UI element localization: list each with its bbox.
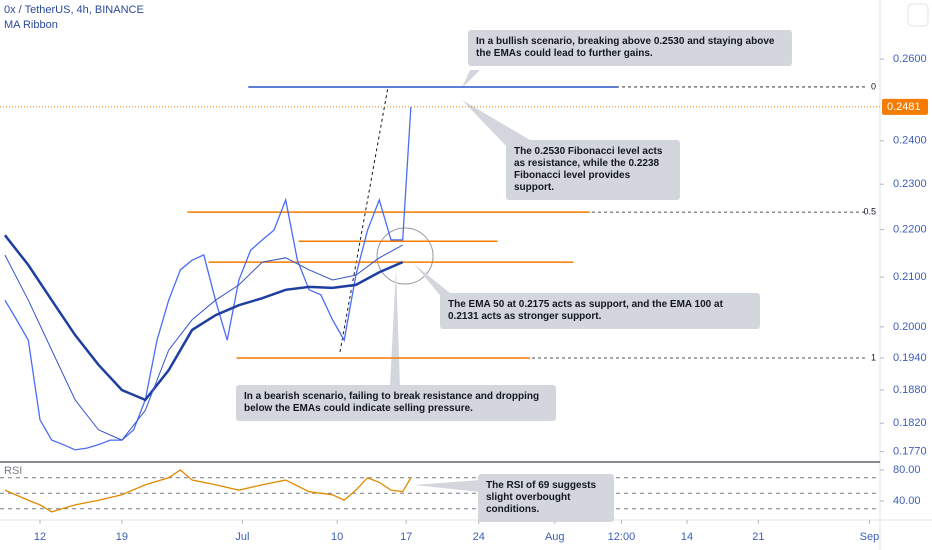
y-tick-label: 0.1770 (893, 445, 927, 457)
x-tick-label: 12:00 (608, 531, 636, 543)
x-tick-label: Jul (235, 531, 249, 543)
annotation: The 0.2530 Fibonacci level acts as resis… (506, 140, 680, 200)
y-tick-label: 80.00 (893, 464, 921, 476)
annotation: In a bullish scenario, breaking above 0.… (468, 30, 792, 66)
y-tick-label: 0.2000 (893, 321, 927, 333)
x-tick-label: 14 (681, 531, 693, 543)
x-tick-label: 10 (331, 531, 343, 543)
annotation: The RSI of 69 suggests slight overbought… (478, 474, 614, 522)
y-tick-label: 0.1940 (893, 352, 927, 364)
indicator-label: MA Ribbon (4, 19, 58, 31)
x-tick-label: 12 (34, 531, 46, 543)
highlight-circle (376, 227, 434, 285)
series-line (4, 244, 403, 441)
callout-tail (414, 480, 480, 492)
y-tick-label: 0.1820 (893, 417, 927, 429)
x-tick-label: 24 (473, 531, 485, 543)
fib-label: 0 (871, 81, 876, 91)
y-tick-label: 0.2600 (893, 53, 927, 65)
trend-line (339, 86, 389, 353)
fib-label: 1 (871, 352, 876, 362)
x-tick-label: 17 (400, 531, 412, 543)
y-tick-label: 0.1880 (893, 384, 927, 396)
callout-tail (390, 268, 400, 386)
x-tick-label: Aug (545, 531, 565, 543)
series-line (3, 234, 404, 402)
last-price-label: 0.2481 (887, 101, 921, 113)
y-tick-label: 0.2100 (893, 271, 927, 283)
y-tick-label: 40.00 (893, 495, 921, 507)
annotation: The EMA 50 at 0.2175 acts as support, an… (440, 293, 760, 329)
y-tick-label: 0.2300 (893, 178, 927, 190)
chart-title: 0x / TetherUS, 4h, BINANCE (4, 4, 144, 16)
annotation: In a bearish scenario, failing to break … (236, 385, 556, 421)
fib-label: 0.5 (863, 206, 876, 216)
x-tick-label: Sep (860, 531, 880, 543)
series-line (4, 106, 412, 451)
y-tick-label: 0.2400 (893, 135, 927, 147)
x-tick-label: 19 (116, 531, 128, 543)
last-price-box (882, 98, 928, 115)
series-line (4, 469, 412, 513)
y-tick-label: 0.2200 (893, 224, 927, 236)
settings-button[interactable] (907, 3, 929, 27)
callout-tail (462, 100, 530, 150)
callout-tail (462, 70, 480, 88)
rsi-label: RSI (4, 465, 23, 477)
callout-tail (414, 264, 450, 300)
x-tick-label: 21 (752, 531, 764, 543)
